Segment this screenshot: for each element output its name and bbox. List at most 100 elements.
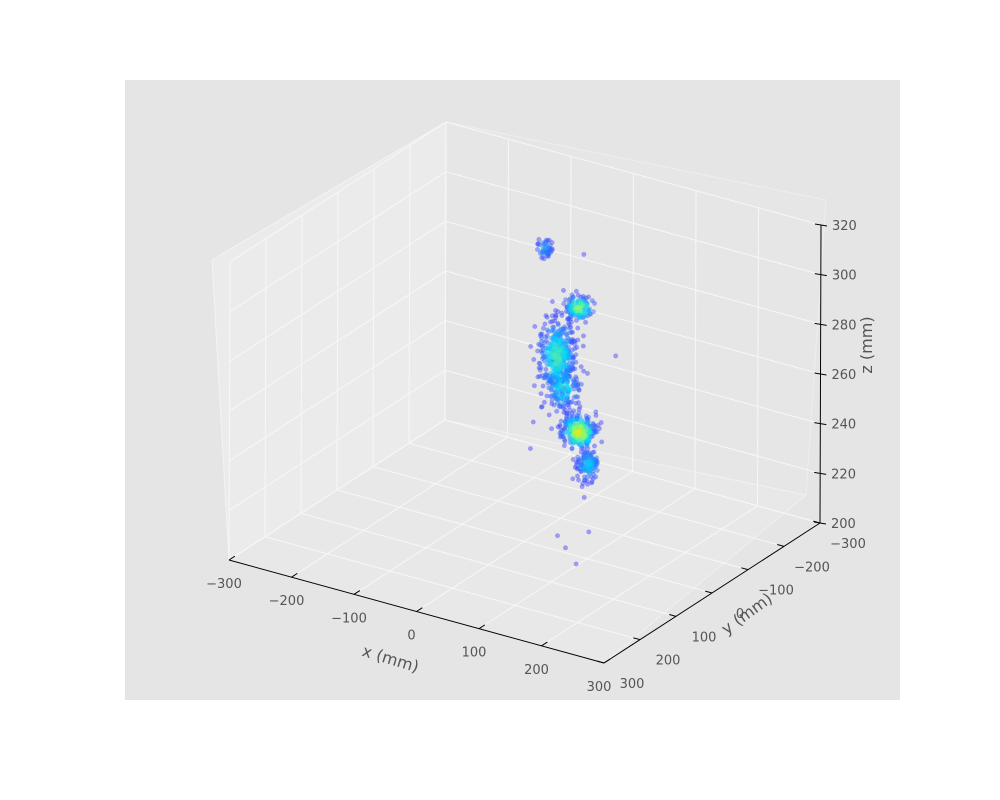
data-point (573, 431, 579, 437)
data-point (578, 305, 584, 311)
data-point (554, 396, 560, 402)
data-point (580, 421, 586, 427)
data-point (575, 457, 581, 463)
data-point (564, 362, 570, 368)
data-point (572, 422, 578, 428)
data-point (574, 473, 580, 479)
data-point (551, 366, 557, 372)
data-point (590, 475, 596, 481)
data-point (546, 250, 552, 256)
data-point (557, 357, 563, 363)
data-point (582, 433, 588, 439)
data-point (559, 379, 565, 385)
data-point (579, 426, 585, 432)
data-point (563, 346, 569, 352)
data-point (569, 424, 575, 430)
data-point (573, 422, 579, 428)
data-point (557, 347, 563, 353)
data-point (593, 455, 599, 461)
data-point (566, 309, 572, 315)
data-point (570, 383, 576, 389)
data-point (555, 344, 561, 350)
data-point (563, 367, 569, 373)
data-point (565, 418, 571, 424)
data-point (587, 464, 593, 470)
data-point (572, 430, 578, 436)
data-point (577, 430, 583, 436)
data-point (575, 431, 581, 437)
data-point (545, 357, 551, 363)
data-point (541, 242, 547, 248)
data-point (549, 361, 555, 367)
data-point (549, 386, 555, 392)
data-point (566, 376, 572, 382)
data-point (552, 381, 558, 387)
data-point (539, 335, 545, 341)
data-point (571, 310, 577, 316)
data-point (573, 359, 579, 365)
data-point (549, 376, 555, 382)
data-point (555, 355, 561, 361)
data-point (563, 383, 569, 389)
data-point (572, 423, 578, 429)
data-point (568, 427, 574, 433)
data-point (557, 377, 563, 383)
data-point (557, 367, 563, 373)
data-point (589, 458, 595, 464)
data-point (581, 464, 587, 470)
data-point (557, 346, 563, 352)
data-point (535, 241, 541, 247)
data-point (578, 423, 584, 429)
data-point (549, 313, 555, 319)
data-point (553, 383, 559, 389)
data-point (579, 441, 585, 447)
data-point (586, 466, 592, 472)
data-point (540, 354, 546, 360)
data-point (576, 312, 582, 318)
data-point (558, 404, 564, 410)
data-point (552, 392, 558, 398)
data-point (536, 360, 542, 366)
data-point (555, 373, 561, 379)
data-point (583, 295, 589, 301)
data-point (546, 247, 552, 253)
data-point (552, 361, 558, 367)
data-point (564, 348, 570, 354)
data-point (552, 312, 558, 318)
data-point (587, 434, 593, 440)
data-point (555, 309, 561, 315)
data-point (550, 356, 556, 362)
data-point (570, 456, 576, 462)
data-point (548, 361, 554, 367)
data-point (555, 385, 561, 391)
data-point (568, 352, 574, 358)
data-point (536, 242, 542, 248)
data-point (563, 368, 569, 374)
data-point (572, 345, 578, 351)
data-point (556, 368, 562, 374)
z-tick-label: 240 (831, 418, 856, 433)
data-point (584, 459, 590, 465)
data-point (577, 423, 583, 429)
data-point (566, 364, 572, 370)
y-tick-label: 300 (620, 677, 645, 692)
data-point (556, 391, 562, 397)
data-point (551, 348, 557, 354)
data-point (563, 398, 569, 404)
data-point (557, 344, 563, 350)
data-point (549, 360, 555, 366)
data-point (545, 348, 551, 354)
data-point (587, 429, 593, 435)
data-point (594, 460, 600, 466)
data-point (559, 392, 565, 398)
data-point (558, 376, 564, 382)
data-point (564, 304, 570, 310)
tick-labels: −300−200−1000100200300−300−200−100010020… (206, 219, 866, 695)
data-point (587, 467, 593, 473)
data-point (565, 364, 571, 370)
data-point (558, 326, 564, 332)
data-point (592, 464, 598, 470)
data-point (569, 340, 575, 346)
data-point (550, 363, 556, 369)
data-point (578, 424, 584, 430)
